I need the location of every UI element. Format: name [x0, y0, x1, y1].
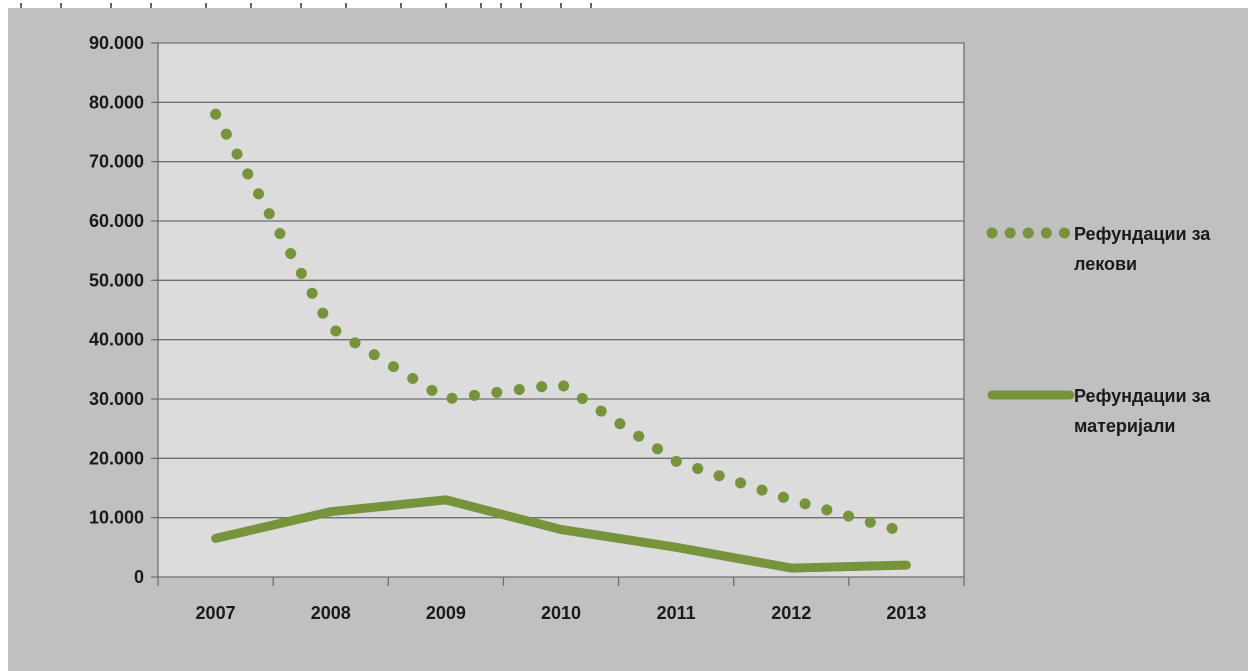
y-tick-label: 10.000: [89, 508, 144, 528]
x-tick-label: 2008: [311, 603, 351, 623]
x-tick-label: 2011: [657, 603, 696, 623]
series-line-2: [211, 495, 911, 573]
axes: 0 10.000 20.000 30.000 40.000 50.000 60.000 70.…: [89, 33, 965, 623]
plot-area-background: [158, 43, 964, 577]
legend-entry-2: Рефундации за материјали: [987, 386, 1211, 436]
x-tick-label: 2013: [886, 603, 926, 623]
artifact-tick: [20, 3, 22, 8]
x-tick-label: 2007: [196, 603, 236, 623]
y-tick-label: 60.000: [89, 211, 144, 231]
y-tick-label: 40.000: [89, 330, 144, 350]
series-layer: [210, 108, 912, 573]
legend-label-line: лекови: [1074, 254, 1137, 274]
y-tick-label: 30.000: [89, 389, 144, 409]
y-tick-label: 80.000: [89, 92, 144, 112]
artifact-tick: [150, 3, 152, 8]
artifact-tick: [590, 3, 592, 8]
artifact-tick: [500, 3, 502, 8]
artifact-tick: [560, 3, 562, 8]
artifact-tick: [400, 3, 402, 8]
x-tick-label: 2009: [426, 603, 466, 623]
legend-entry-1: Рефундации за лекови: [986, 224, 1211, 274]
legend-label: Рефундации за лекови: [1074, 224, 1211, 274]
y-tick-label: 20.000: [89, 448, 144, 468]
artifact-tick: [110, 3, 112, 8]
series-line-1: [210, 108, 912, 538]
artifact-tick: [205, 3, 207, 8]
artifact-tick: [445, 3, 447, 8]
artifact-tick: [60, 3, 62, 8]
artifact-tick: [300, 3, 302, 8]
artifact-tick: [345, 3, 347, 8]
line-chart: 0 10.000 20.000 30.000 40.000 50.000 60.000 70.…: [89, 33, 1211, 623]
artifact-tick: [520, 3, 522, 8]
y-tick-label: 0: [134, 567, 144, 587]
top-edge-artifact: [0, 0, 600, 8]
artifact-tick: [250, 3, 252, 8]
y-tick-label: 70.000: [89, 152, 144, 172]
y-tick-label: 50.000: [89, 270, 144, 290]
artifact-tick: [480, 3, 482, 8]
legend-label-line: материјали: [1074, 416, 1176, 436]
legend-label-line: Рефундации за: [1074, 386, 1211, 406]
x-tick-label: 2010: [541, 603, 581, 623]
legend-label-line: Рефундации за: [1074, 224, 1211, 244]
legend-label: Рефундации за материјали: [1074, 386, 1211, 436]
legend: Рефундации за лекови Рефундации за материја…: [986, 224, 1211, 436]
x-tick-label: 2012: [771, 603, 811, 623]
chart-area: 0 10.000 20.000 30.000 40.000 50.000 60.000 70.…: [8, 8, 1248, 671]
y-tick-label: 90.000: [89, 33, 144, 53]
